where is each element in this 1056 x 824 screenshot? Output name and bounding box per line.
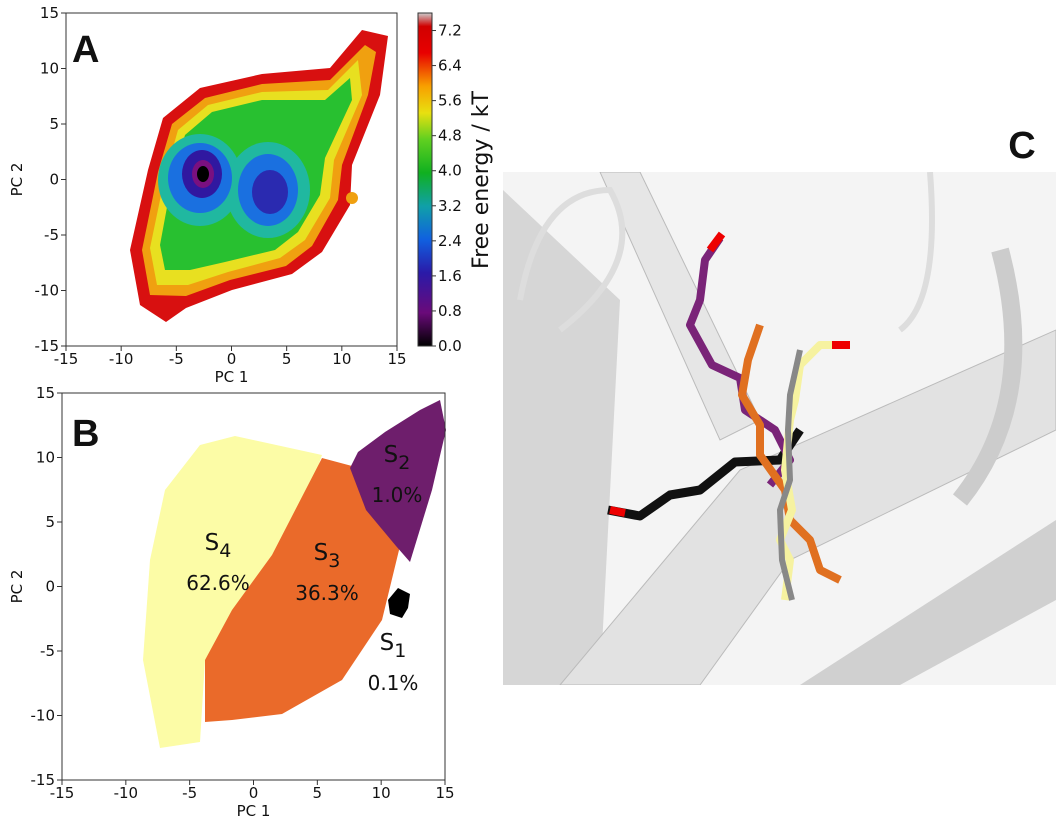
- y-tick-label: 15: [40, 4, 59, 22]
- state-region: [388, 588, 410, 618]
- colorbar-tick-label: 3.2: [438, 197, 462, 215]
- x-tick-label: 0: [227, 350, 237, 368]
- y-tick-label: 10: [40, 60, 59, 78]
- x-tick-label: 5: [313, 784, 323, 802]
- x-tick-label: 10: [372, 784, 391, 802]
- state-population: 1.0%: [372, 483, 423, 507]
- x-tick-label: 15: [435, 784, 454, 802]
- colorbar: [418, 13, 432, 346]
- x-tick-label: -5: [182, 784, 197, 802]
- energy-landscape: [130, 30, 388, 322]
- y-tick-label: 5: [45, 513, 55, 531]
- state-name: S1: [380, 630, 407, 662]
- y-axis-label: PC 2: [8, 570, 26, 604]
- colorbar-tick-label: 2.4: [438, 232, 462, 250]
- y-tick-label: -10: [35, 282, 60, 300]
- colorbar-tick-label: 1.6: [438, 267, 462, 285]
- x-tick-label: -5: [169, 350, 184, 368]
- x-tick-label: 15: [387, 350, 406, 368]
- y-tick-label: 0: [49, 171, 59, 189]
- panel-label: C: [1008, 125, 1035, 167]
- y-tick-label: -5: [44, 226, 59, 244]
- x-tick-label: -10: [109, 350, 134, 368]
- colorbar-label: Free energy / kT: [469, 90, 494, 268]
- x-tick-label: 10: [332, 350, 351, 368]
- colorbar-tick-label: 0.8: [438, 302, 462, 320]
- colorbar-tick-label: 6.4: [438, 57, 462, 75]
- x-tick-label: 5: [282, 350, 292, 368]
- colorbar-tick-label: 4.0: [438, 162, 462, 180]
- y-tick-label: 10: [36, 449, 55, 467]
- panel-label: B: [72, 413, 99, 455]
- y-tick-label: -15: [35, 337, 60, 355]
- colorbar-tick-label: 7.2: [438, 22, 462, 40]
- panel-label: A: [72, 29, 99, 71]
- x-axis-label: PC 1: [215, 368, 249, 386]
- y-tick-label: 5: [49, 115, 59, 133]
- colorbar-tick-label: 4.8: [438, 127, 462, 145]
- state-population: 62.6%: [186, 571, 250, 595]
- y-tick-label: 15: [36, 384, 55, 402]
- colorbar-tick-label: 5.6: [438, 92, 462, 110]
- state-population: 36.3%: [295, 581, 359, 605]
- colorbar-tick-label: 0.0: [438, 337, 462, 355]
- y-axis-label: PC 2: [8, 163, 26, 197]
- y-tick-label: -15: [31, 771, 56, 789]
- state-population: 0.1%: [368, 671, 419, 695]
- y-tick-label: -10: [31, 707, 56, 725]
- x-axis-label: PC 1: [237, 802, 271, 820]
- structure-image: [503, 172, 1056, 685]
- y-tick-label: -5: [40, 642, 55, 660]
- y-tick-label: 0: [45, 578, 55, 596]
- figure: C -15 -10 -5 0 5 10 15 -15 -10 -5 0 5 10 15 PC 1 PC 2 A 0…: [0, 0, 1056, 820]
- x-tick-label: 0: [249, 784, 259, 802]
- x-tick-label: -10: [114, 784, 139, 802]
